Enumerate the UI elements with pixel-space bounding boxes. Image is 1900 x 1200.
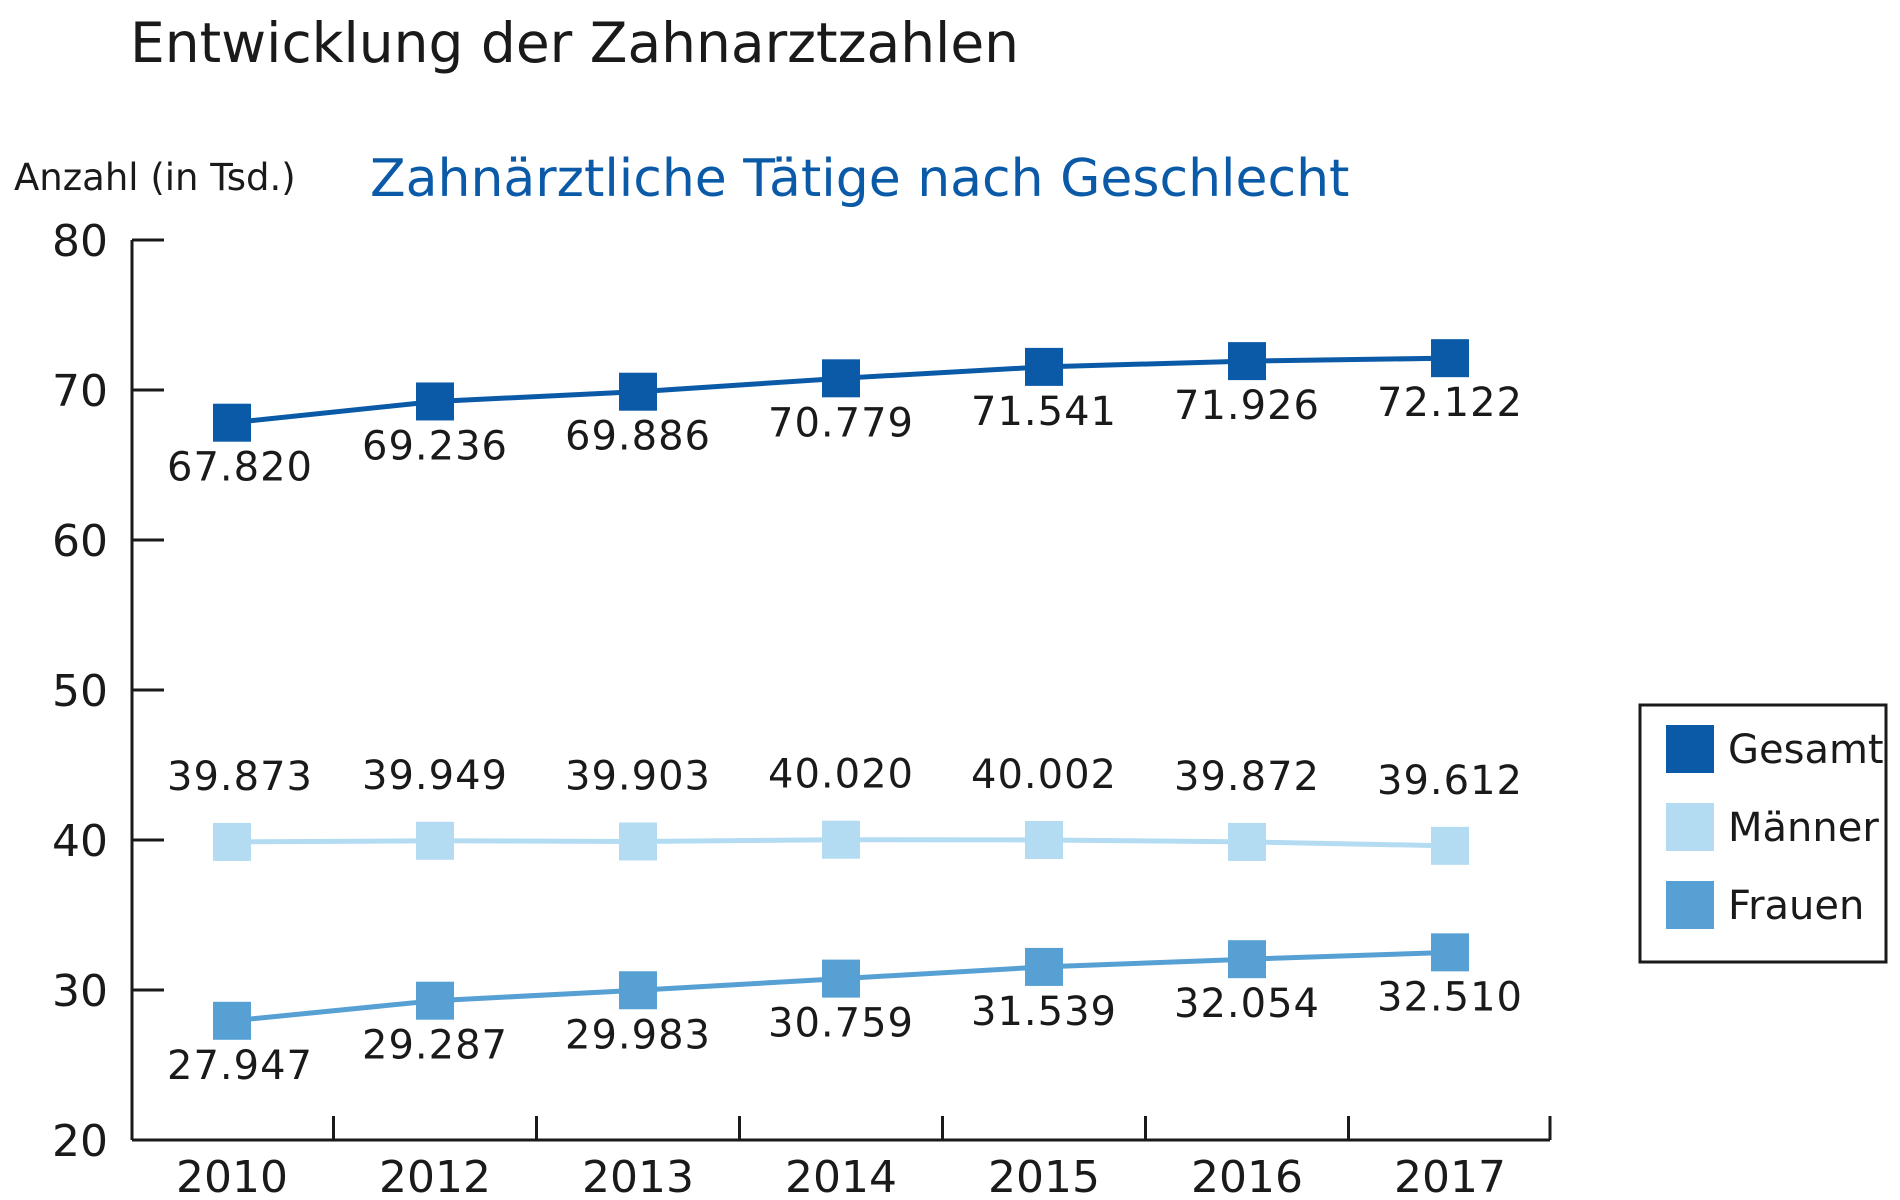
data-point — [416, 382, 454, 421]
legend-label: Männer — [1728, 805, 1879, 851]
data-label: 32.510 — [1377, 974, 1523, 1020]
data-label: 27.947 — [167, 1043, 313, 1089]
data-point — [822, 820, 860, 859]
data-label: 69.886 — [565, 414, 711, 460]
data-label: 69.236 — [362, 423, 508, 469]
data-point — [1431, 826, 1469, 865]
y-tick-label: 70 — [52, 366, 108, 417]
x-tick-label: 2015 — [988, 1152, 1100, 1200]
data-label: 32.054 — [1174, 981, 1320, 1027]
data-label: 39.872 — [1174, 754, 1320, 800]
legend-swatch — [1666, 803, 1714, 851]
series-layer: 67.820 69.236 69.886 70.779 71.541 71.926 72.1… — [167, 339, 1523, 1089]
y-tick-label: 60 — [52, 516, 108, 567]
y-tick-label: 30 — [52, 966, 108, 1017]
data-label: 67.820 — [167, 445, 313, 491]
data-label: 39.949 — [362, 753, 508, 799]
data-label: 29.983 — [565, 1012, 711, 1058]
data-label: 29.287 — [362, 1023, 508, 1069]
data-point — [416, 821, 454, 860]
data-point — [619, 372, 657, 411]
y-tick-label: 50 — [52, 666, 108, 717]
data-label: 31.539 — [971, 989, 1117, 1035]
data-point — [416, 981, 454, 1020]
data-label: 40.002 — [971, 752, 1117, 798]
x-tick-label: 2010 — [176, 1152, 288, 1200]
data-point — [213, 1001, 251, 1040]
series-gesamt: 67.820 69.236 69.886 70.779 71.541 71.926 72.1… — [167, 339, 1523, 491]
data-label: 39.612 — [1377, 758, 1523, 804]
y-tick-label: 40 — [52, 816, 108, 867]
data-point — [213, 822, 251, 861]
chart-subtitle: Zahnärztliche Tätige nach Geschlecht — [370, 149, 1349, 209]
y-tick-label: 20 — [52, 1116, 108, 1167]
data-label: 72.122 — [1377, 380, 1523, 426]
axes: 80 70 60 50 40 30 20 2010 2012 2013 2014 2015 2016 20… — [52, 216, 1552, 1200]
x-tick-label: 2016 — [1191, 1152, 1303, 1200]
data-point — [1025, 947, 1063, 986]
data-point — [213, 403, 251, 442]
legend-label: Frauen — [1728, 883, 1864, 929]
y-tick-label: 80 — [52, 216, 108, 267]
data-point — [1025, 820, 1063, 859]
data-point — [1228, 342, 1266, 381]
data-label: 30.759 — [768, 1001, 914, 1047]
legend-label: Gesamt — [1728, 727, 1884, 773]
chart-title: Entwicklung der Zahnarztzahlen — [130, 11, 1019, 75]
data-point — [1431, 339, 1469, 378]
legend-swatch — [1666, 881, 1714, 929]
data-point — [822, 359, 860, 398]
legend: Gesamt Männer Frauen — [1638, 703, 1888, 964]
data-label: 71.926 — [1174, 383, 1320, 429]
x-tick-label: 2014 — [785, 1152, 897, 1200]
data-point — [822, 959, 860, 998]
data-point — [1228, 822, 1266, 861]
data-point — [619, 822, 657, 861]
data-label: 70.779 — [768, 400, 914, 446]
x-tick-label: 2012 — [379, 1152, 491, 1200]
data-point — [1228, 940, 1266, 979]
series-frauen: 27.947 29.287 29.983 30.759 31.539 32.054 32.5… — [167, 933, 1523, 1089]
x-tick-label: 2017 — [1394, 1152, 1506, 1200]
series-männer: 39.873 39.949 39.903 40.020 40.002 39.872 39.6… — [167, 752, 1523, 865]
y-axis-label: Anzahl (in Tsd.) — [14, 156, 296, 199]
legend-swatch — [1666, 725, 1714, 773]
data-point — [1431, 933, 1469, 972]
data-label: 39.903 — [565, 753, 711, 799]
data-point — [619, 971, 657, 1010]
data-label: 40.020 — [768, 752, 914, 798]
data-point — [1025, 347, 1063, 386]
data-label: 71.541 — [971, 389, 1117, 435]
x-tick-label: 2013 — [582, 1152, 694, 1200]
data-label: 39.873 — [167, 754, 313, 800]
